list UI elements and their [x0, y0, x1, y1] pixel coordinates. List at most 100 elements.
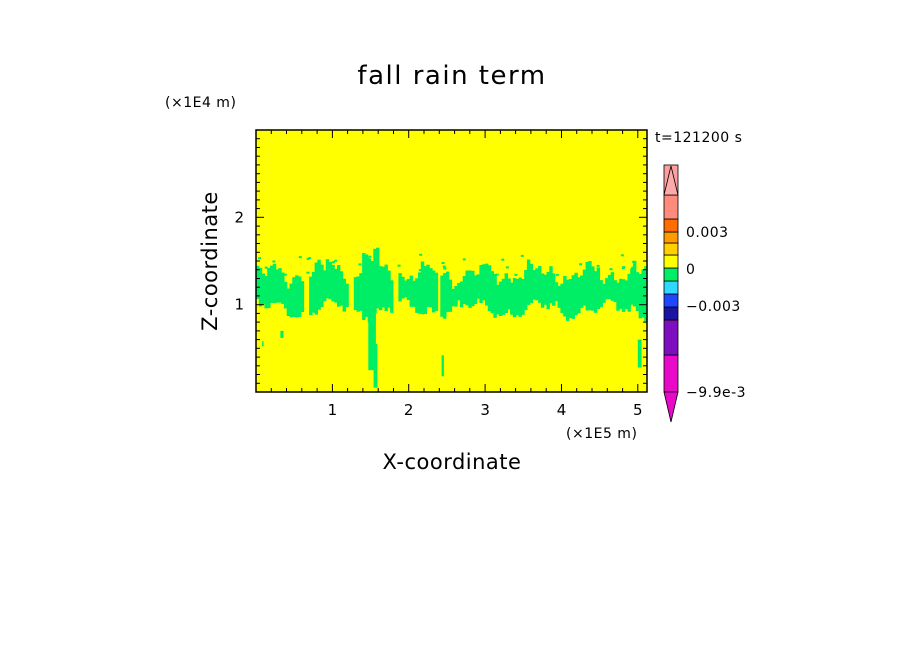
rain-band-column [605, 278, 609, 300]
colorbar-label: −9.9e-3 [686, 385, 746, 401]
rain-band-column [582, 269, 587, 306]
rain-band-column [621, 279, 626, 312]
rain-speck [596, 264, 600, 267]
rain-band-column [451, 288, 455, 307]
rain-speck [622, 266, 626, 269]
rain-band-column [434, 272, 439, 311]
rain-speck [376, 254, 380, 257]
rain-band-column [512, 278, 517, 318]
colorbar-segment [663, 267, 679, 282]
rain-band-column [325, 259, 330, 299]
y-unit-label: (×1E4 m) [165, 95, 236, 111]
rain-band-column [258, 267, 263, 307]
rain-band-column [420, 261, 425, 315]
rain-band-column [476, 274, 480, 299]
rain-band-column [563, 276, 567, 317]
rain-band-column [596, 267, 601, 309]
rain-band-column [264, 276, 268, 309]
rain-band-column [635, 272, 640, 311]
colorbar-segment [663, 254, 679, 269]
rain-band-column [328, 261, 332, 300]
rain-speck [331, 261, 335, 264]
chart-title: fall rain term [357, 61, 546, 91]
rain-speck [441, 262, 445, 264]
x-tick-label: 1 [328, 401, 338, 419]
rain-band-column [630, 268, 634, 305]
rain-band-column [599, 280, 603, 308]
rain-streak [373, 344, 378, 388]
rain-streak [368, 287, 376, 371]
x-tick-label: 5 [633, 401, 643, 419]
rain-band-column [272, 263, 277, 304]
colorbar [663, 164, 679, 423]
colorbar-upper-arrow [663, 165, 679, 196]
rain-speck [520, 254, 524, 257]
rain-speck [261, 273, 265, 276]
rain-band-column [529, 263, 534, 304]
rain-band-column [532, 270, 536, 300]
rain-speck [264, 266, 268, 269]
rain-band-column [499, 281, 503, 316]
rain-band-column [426, 264, 430, 307]
rain-band-column [381, 266, 386, 308]
rain-speck [306, 271, 310, 274]
colorbar-segment [663, 231, 679, 244]
rain-band-column [401, 276, 405, 299]
rain-band-column [521, 279, 525, 315]
colorbar-segment [663, 306, 679, 321]
rain-band-column [588, 261, 592, 311]
rain-streak [262, 341, 264, 347]
rain-speck [443, 267, 447, 270]
y-tick-label: 2 [234, 208, 244, 226]
colorbar-label: −0.003 [686, 299, 741, 315]
rain-band-column [518, 277, 522, 317]
colorbar-labels: 0.003 0 −0.003 −9.9e-3 [686, 225, 746, 401]
rain-speck [298, 256, 302, 259]
rain-band-column [362, 253, 366, 320]
rain-band-column [431, 270, 436, 313]
rain-band-column [278, 268, 282, 303]
rain-speck [376, 262, 380, 265]
rain-band-column [376, 247, 380, 309]
rain-band-column [540, 273, 545, 308]
rain-streak [280, 330, 284, 338]
colorbar-segment [663, 280, 679, 295]
rain-band-column [613, 280, 617, 303]
colorbar-segment [663, 319, 679, 356]
rain-band-column [378, 266, 383, 311]
rain-streak [441, 355, 444, 377]
rain-band-column [585, 261, 589, 311]
rain-speck [495, 273, 499, 276]
rain-band-column [638, 274, 642, 319]
rain-speck [579, 263, 583, 266]
rain-band-column [543, 274, 548, 305]
rain-band-column [546, 272, 550, 310]
rain-band-column [256, 265, 260, 299]
rain-speck [514, 273, 518, 276]
rain-band-column [473, 275, 478, 304]
rain-band-column [406, 279, 411, 300]
colorbar-label: 0 [686, 262, 695, 278]
rain-band-column [501, 278, 506, 315]
rain-band-column [404, 280, 408, 298]
colorbar-segment [663, 194, 679, 220]
colorbar-lower-arrow [663, 391, 679, 423]
rain-band-column [641, 269, 645, 318]
rain-band-column [504, 273, 508, 313]
rain-band-column [526, 259, 531, 305]
x-tick-label: 2 [404, 401, 414, 419]
rain-band-column [415, 278, 419, 313]
x-tick-label: 3 [480, 401, 490, 419]
rain-band-column [557, 286, 561, 308]
colorbar-label: 0.003 [686, 225, 729, 241]
rain-band-column [571, 275, 575, 319]
rain-band-column [409, 275, 413, 307]
rain-band-column [317, 259, 321, 310]
rain-band-column [387, 270, 391, 308]
rain-speck [378, 268, 381, 271]
rain-band-column [471, 270, 475, 307]
rain-speck [306, 257, 310, 260]
rain-speck [366, 257, 370, 260]
rain-band-column [462, 276, 467, 304]
